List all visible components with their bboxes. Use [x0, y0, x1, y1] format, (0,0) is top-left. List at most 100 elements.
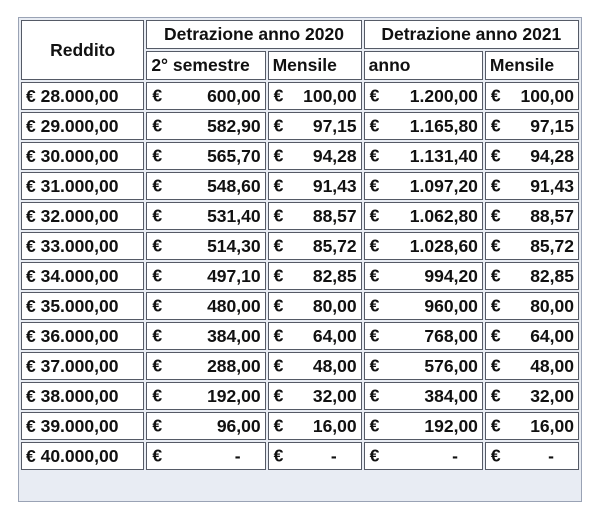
cell-semestre-2020: €565,70 — [146, 142, 266, 170]
amount-value: 1.097,20 — [409, 175, 478, 196]
amount-value: 82,85 — [312, 265, 357, 286]
table-row: € 35.000,00 €480,00 €80,00 €960,00 €80,00 — [21, 292, 579, 320]
cell-anno-2021: €1.028,60 — [363, 232, 483, 260]
cell-anno-2021: €768,00 — [363, 322, 483, 350]
currency-symbol: € — [369, 295, 380, 316]
amount-value: 192,00 — [207, 385, 261, 406]
currency-symbol: € — [490, 355, 501, 376]
amount-value: 384,00 — [424, 385, 478, 406]
amount-value: 1.028,60 — [409, 235, 478, 256]
currency-symbol: € — [490, 85, 501, 106]
cell-anno-2021: €1.165,80 — [363, 112, 483, 140]
cell-mensile-2020: €32,00 — [267, 382, 362, 410]
cell-mensile-2020: €80,00 — [267, 292, 362, 320]
amount-value: 565,70 — [207, 145, 261, 166]
cell-semestre-2020: €514,30 — [146, 232, 266, 260]
currency-symbol: € — [152, 325, 163, 346]
currency-symbol: € — [369, 385, 380, 406]
amount-value: 994,20 — [424, 265, 478, 286]
amount-value: - — [330, 445, 337, 466]
cell-mensile-2020: €100,00 — [267, 82, 362, 110]
amount-value: 531,40 — [207, 205, 261, 226]
cell-mensile-2021: €64,00 — [484, 322, 579, 350]
table-row: € 36.000,00 €384,00 €64,00 €768,00 €64,00 — [21, 322, 579, 350]
table-row: € 39.000,00 €96,00 €16,00 €192,00 €16,00 — [21, 412, 579, 440]
cell-reddito: € 34.000,00 — [21, 262, 145, 290]
cell-semestre-2020: €96,00 — [146, 412, 266, 440]
amount-value: 97,15 — [312, 115, 357, 136]
cell-reddito: € 37.000,00 — [21, 352, 145, 380]
cell-mensile-2020: €97,15 — [267, 112, 362, 140]
cell-mensile-2021: €82,85 — [484, 262, 579, 290]
amount-value: 1.200,00 — [409, 85, 478, 106]
cell-semestre-2020: €384,00 — [146, 322, 266, 350]
cell-mensile-2020: €91,43 — [267, 172, 362, 200]
cell-mensile-2021: €32,00 — [484, 382, 579, 410]
cell-reddito: € 29.000,00 — [21, 112, 145, 140]
cell-anno-2021: €576,00 — [363, 352, 483, 380]
currency-symbol: € — [152, 235, 163, 256]
cell-mensile-2021: € - — [484, 442, 579, 470]
currency-symbol: € — [490, 295, 501, 316]
table-row: € 37.000,00 €288,00 €48,00 €576,00 €48,00 — [21, 352, 579, 380]
amount-value: 582,90 — [207, 115, 261, 136]
cell-anno-2021: €1.131,40 — [363, 142, 483, 170]
cell-mensile-2021: €91,43 — [484, 172, 579, 200]
cell-reddito: € 38.000,00 — [21, 382, 145, 410]
currency-symbol: € — [273, 205, 284, 226]
table-row: € 38.000,00 €192,00 €32,00 €384,00 €32,00 — [21, 382, 579, 410]
cell-semestre-2020: €582,90 — [146, 112, 266, 140]
currency-symbol: € — [490, 445, 501, 466]
currency-symbol: € — [490, 325, 501, 346]
cell-mensile-2021: €88,57 — [484, 202, 579, 230]
amount-value: 88,57 — [530, 205, 574, 226]
amount-value: 192,00 — [424, 415, 478, 436]
cell-anno-2021: €1.200,00 — [363, 82, 483, 110]
amount-value: 82,85 — [530, 265, 574, 286]
currency-symbol: € — [152, 115, 163, 136]
cell-anno-2021: €192,00 — [363, 412, 483, 440]
cell-mensile-2020: € - — [267, 442, 362, 470]
currency-symbol: € — [152, 415, 163, 436]
amount-value: 48,00 — [312, 355, 357, 376]
cell-reddito: € 40.000,00 — [21, 442, 145, 470]
amount-value: 32,00 — [530, 385, 574, 406]
cell-mensile-2020: €82,85 — [267, 262, 362, 290]
currency-symbol: € — [490, 415, 501, 436]
cell-reddito: € 30.000,00 — [21, 142, 145, 170]
cell-anno-2021: €960,00 — [363, 292, 483, 320]
currency-symbol: € — [369, 145, 380, 166]
currency-symbol: € — [152, 385, 163, 406]
amount-value: 480,00 — [207, 295, 261, 316]
amount-value: 94,28 — [312, 145, 357, 166]
currency-symbol: € — [273, 265, 284, 286]
currency-symbol: € — [490, 205, 501, 226]
table-row: € 34.000,00 €497,10 €82,85 €994,20 €82,85 — [21, 262, 579, 290]
currency-symbol: € — [152, 175, 163, 196]
cell-mensile-2021: €48,00 — [484, 352, 579, 380]
table-body: € 28.000,00 €600,00 €100,00 €1.200,00 €100,0… — [21, 82, 579, 470]
cell-anno-2021: € - — [363, 442, 483, 470]
currency-symbol: € — [273, 385, 284, 406]
header-group-2021: Detrazione anno 2021 — [363, 20, 579, 49]
table-row: € 31.000,00 €548,60 €91,43 €1.097,20 €91,43 — [21, 172, 579, 200]
currency-symbol: € — [273, 145, 284, 166]
cell-anno-2021: €1.062,80 — [363, 202, 483, 230]
amount-value: 64,00 — [312, 325, 357, 346]
cell-mensile-2021: €85,72 — [484, 232, 579, 260]
cell-reddito: € 33.000,00 — [21, 232, 145, 260]
cell-reddito: € 28.000,00 — [21, 82, 145, 110]
currency-symbol: € — [273, 415, 284, 436]
currency-symbol: € — [369, 115, 380, 136]
amount-value: 100,00 — [520, 85, 574, 106]
amount-value: 600,00 — [207, 85, 261, 106]
cell-mensile-2021: €80,00 — [484, 292, 579, 320]
currency-symbol: € — [152, 85, 163, 106]
amount-value: 48,00 — [530, 355, 574, 376]
amount-value: - — [548, 445, 554, 466]
amount-value: 100,00 — [303, 85, 357, 106]
amount-value: 1.165,80 — [409, 115, 478, 136]
cell-mensile-2021: €16,00 — [484, 412, 579, 440]
currency-symbol: € — [152, 145, 163, 166]
currency-symbol: € — [369, 235, 380, 256]
